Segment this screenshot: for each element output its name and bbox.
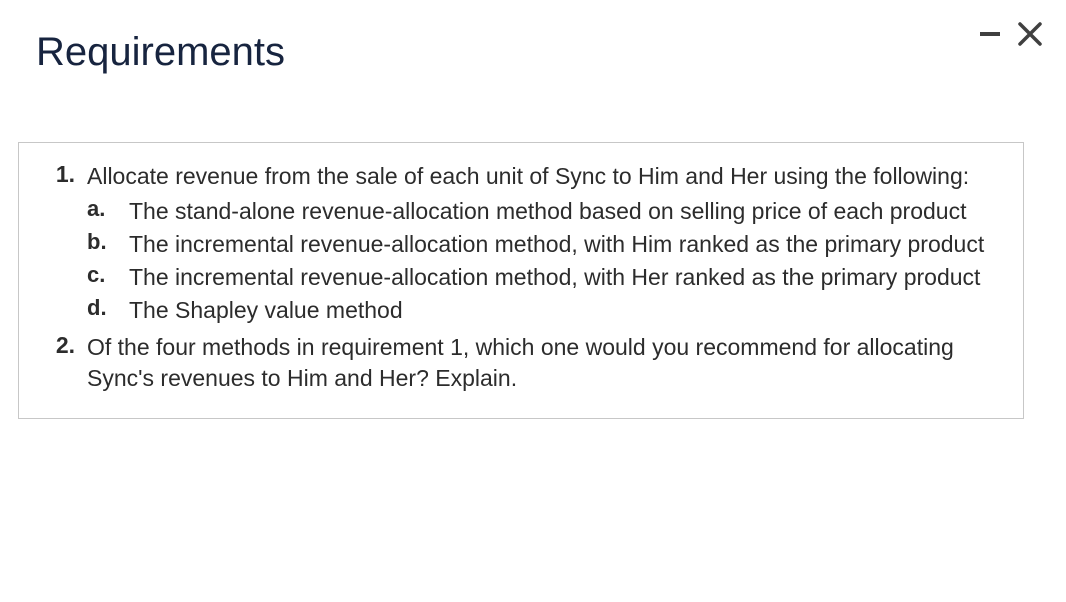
item-number: 2.: [47, 332, 87, 394]
sub-list: a. The stand-alone revenue-allocation me…: [87, 196, 995, 326]
sub-list-item: c. The incremental revenue-allocation me…: [87, 262, 995, 293]
sub-list-item: b. The incremental revenue-allocation me…: [87, 229, 995, 260]
item-number: 1.: [47, 161, 87, 328]
requirements-list: 1. Allocate revenue from the sale of eac…: [47, 161, 995, 394]
item-body: Of the four methods in requirement 1, wh…: [87, 332, 995, 394]
sub-list-item: a. The stand-alone revenue-allocation me…: [87, 196, 995, 227]
item-text: Allocate revenue from the sale of each u…: [87, 161, 995, 192]
requirements-box: 1. Allocate revenue from the sale of eac…: [18, 142, 1024, 419]
sub-item-letter: d.: [87, 295, 129, 326]
sub-item-letter: c.: [87, 262, 129, 293]
sub-item-text: The stand-alone revenue-allocation metho…: [129, 196, 995, 227]
page-title: Requirements: [36, 30, 285, 75]
item-text: Of the four methods in requirement 1, wh…: [87, 332, 995, 394]
window-controls: [976, 18, 1046, 50]
close-icon[interactable]: [1014, 18, 1046, 50]
list-item: 1. Allocate revenue from the sale of eac…: [47, 161, 995, 328]
sub-list-item: d. The Shapley value method: [87, 295, 995, 326]
sub-item-text: The Shapley value method: [129, 295, 995, 326]
sub-item-letter: a.: [87, 196, 129, 227]
sub-item-text: The incremental revenue-allocation metho…: [129, 262, 995, 293]
list-item: 2. Of the four methods in requirement 1,…: [47, 332, 995, 394]
sub-item-text: The incremental revenue-allocation metho…: [129, 229, 995, 260]
minimize-icon[interactable]: [976, 20, 1004, 48]
sub-item-letter: b.: [87, 229, 129, 260]
item-body: Allocate revenue from the sale of each u…: [87, 161, 995, 328]
